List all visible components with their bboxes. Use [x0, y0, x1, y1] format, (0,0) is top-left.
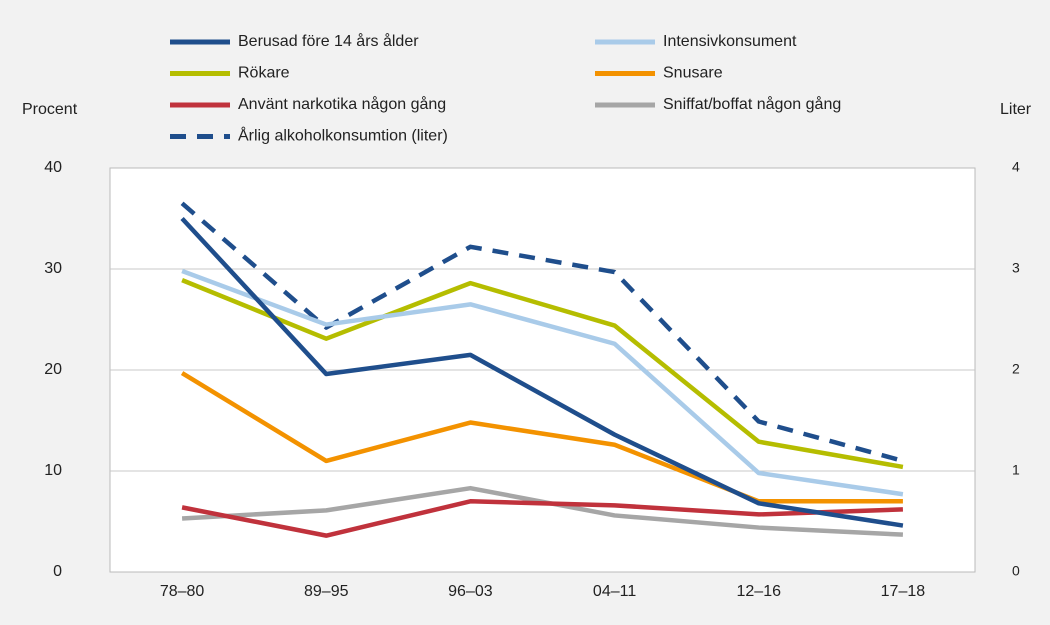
series-line	[181, 278, 904, 470]
series-line	[180, 216, 904, 528]
legend-label: Snusare	[663, 65, 723, 82]
y-tick-label: 20	[44, 361, 62, 378]
legend-label: Rökare	[238, 65, 290, 82]
y2-tick-label: 2	[1012, 361, 1020, 377]
legend-label: Sniffat/boffat någon gång	[663, 95, 841, 113]
y2-tick-label: 0	[1012, 563, 1020, 579]
y2-tick-label: 1	[1012, 462, 1020, 478]
y-tick-label: 10	[44, 462, 62, 479]
y2-tick-label: 3	[1012, 260, 1020, 276]
x-tick-label: 04–11	[593, 583, 636, 600]
y-tick-label: 40	[44, 159, 62, 176]
x-tick-label: 78–80	[160, 583, 205, 600]
legend-label: Årlig alkoholkonsumtion (liter)	[238, 126, 448, 145]
y-tick-label: 0	[53, 563, 62, 580]
x-tick-label: 17–18	[881, 583, 926, 600]
x-tick-label: 12–16	[737, 583, 782, 600]
y2-tick-label: 4	[1012, 159, 1020, 175]
x-tick-label: 96–03	[448, 583, 493, 600]
legend-label: Berusad före 14 års ålder	[238, 32, 419, 50]
x-tick-label: 89–95	[304, 583, 349, 600]
y-tick-label: 30	[44, 260, 62, 277]
series-line	[181, 499, 903, 538]
series-line	[181, 268, 904, 497]
y2-axis-label: Liter	[1000, 101, 1032, 118]
y-axis-label: Procent	[22, 101, 78, 118]
series-line	[180, 201, 904, 464]
legend-label: Intensivkonsument	[663, 33, 797, 50]
legend-label: Använt narkotika någon gång	[238, 95, 446, 113]
series-line	[180, 371, 903, 504]
